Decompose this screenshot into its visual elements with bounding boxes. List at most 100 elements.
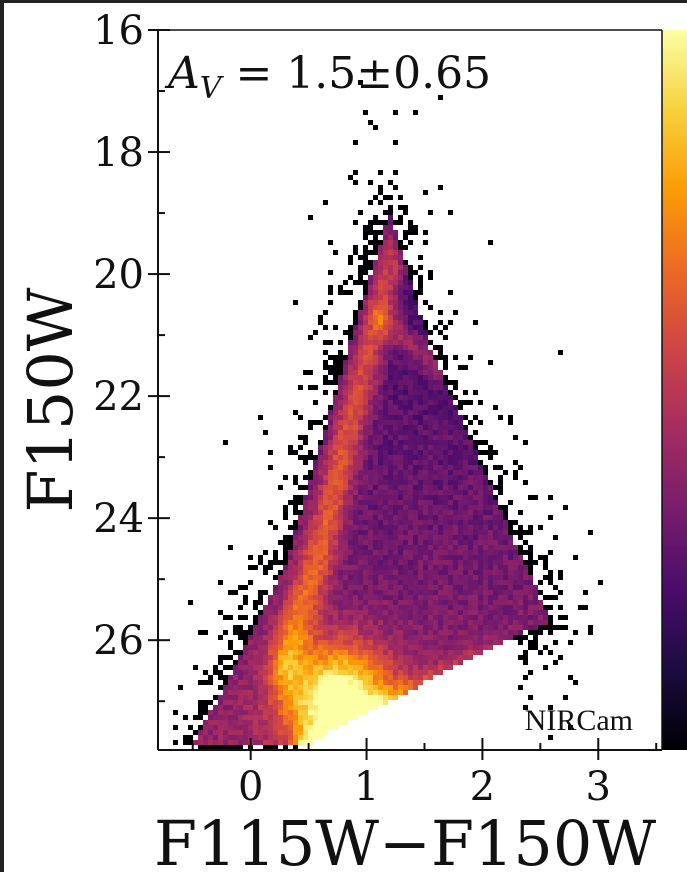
density-cell <box>398 405 403 410</box>
density-cell <box>298 730 303 735</box>
density-cell <box>313 555 318 560</box>
density-cell <box>283 575 288 580</box>
density-cell <box>438 525 443 530</box>
density-cell <box>413 450 418 455</box>
density-cell <box>358 305 363 310</box>
density-cell <box>288 450 293 455</box>
density-cell <box>448 515 453 520</box>
density-cell <box>508 555 513 560</box>
density-cell <box>278 690 283 695</box>
density-cell <box>303 720 308 725</box>
density-cell <box>223 700 228 705</box>
density-cell <box>358 420 363 425</box>
density-cell <box>423 420 428 425</box>
density-cell <box>438 320 443 325</box>
density-cell <box>308 520 313 525</box>
density-cell <box>478 640 483 645</box>
density-cell <box>358 355 363 360</box>
density-cell <box>513 550 518 555</box>
density-cell <box>388 415 393 420</box>
density-cell <box>428 495 433 500</box>
density-cell <box>363 295 368 300</box>
density-cell <box>243 680 248 685</box>
density-cell <box>428 650 433 655</box>
density-cell <box>283 660 288 665</box>
density-cell <box>273 670 278 675</box>
density-cell <box>263 640 268 645</box>
density-cell <box>388 385 393 390</box>
density-cell <box>348 595 353 600</box>
density-cell <box>448 425 453 430</box>
density-cell <box>343 680 348 685</box>
density-cell <box>408 530 413 535</box>
density-cell <box>263 710 268 715</box>
density-cell <box>253 725 258 730</box>
density-cell <box>253 675 258 680</box>
density-cell <box>353 405 358 410</box>
density-cell <box>488 565 493 570</box>
density-cell <box>538 600 543 605</box>
density-cell <box>398 585 403 590</box>
density-cell <box>393 515 398 520</box>
density-cell <box>338 650 343 655</box>
density-cell <box>513 615 518 620</box>
density-cell <box>413 310 418 315</box>
density-cell <box>428 210 433 215</box>
density-cell <box>453 470 458 475</box>
density-cell <box>223 725 228 730</box>
density-cell <box>528 600 533 605</box>
density-cell <box>483 570 488 575</box>
density-cell <box>438 575 443 580</box>
density-cell <box>488 535 493 540</box>
density-cell <box>398 295 403 300</box>
density-cell <box>423 435 428 440</box>
density-cell <box>358 360 363 365</box>
density-cell <box>228 680 233 685</box>
density-cell <box>358 525 363 530</box>
density-cell <box>458 565 463 570</box>
y-tick-label: 20 <box>93 252 144 298</box>
density-cell <box>213 670 218 675</box>
density-cell <box>398 645 403 650</box>
density-cell <box>428 395 433 400</box>
density-cell <box>368 295 373 300</box>
density-cell <box>408 495 413 500</box>
density-cell <box>298 485 303 490</box>
density-cell <box>338 680 343 685</box>
density-cell <box>398 480 403 485</box>
density-cell <box>503 550 508 555</box>
density-cell <box>303 680 308 685</box>
density-cell <box>538 525 543 530</box>
density-cell <box>498 480 503 485</box>
density-cell <box>228 590 233 595</box>
density-cell <box>313 710 318 715</box>
density-cell <box>403 690 408 695</box>
density-cell <box>433 435 438 440</box>
density-cell <box>338 710 343 715</box>
density-cell <box>393 245 398 250</box>
density-cell <box>298 600 303 605</box>
density-cell <box>463 610 468 615</box>
density-cell <box>548 495 553 500</box>
density-cell <box>293 710 298 715</box>
density-cell <box>373 220 378 225</box>
density-cell <box>463 510 468 515</box>
density-cell <box>383 355 388 360</box>
density-cell <box>543 595 548 600</box>
density-cell <box>463 630 468 635</box>
density-cell <box>288 665 293 670</box>
density-cell <box>393 345 398 350</box>
density-cell <box>318 675 323 680</box>
density-cell <box>403 280 408 285</box>
density-cell <box>388 485 393 490</box>
density-cell <box>363 565 368 570</box>
density-cell <box>368 420 373 425</box>
density-cell <box>358 280 363 285</box>
density-cell <box>433 360 438 365</box>
density-cell <box>338 600 343 605</box>
density-cell <box>258 720 263 725</box>
density-cell <box>313 565 318 570</box>
density-cell <box>458 600 463 605</box>
density-cell <box>353 320 358 325</box>
density-cell <box>248 660 253 665</box>
